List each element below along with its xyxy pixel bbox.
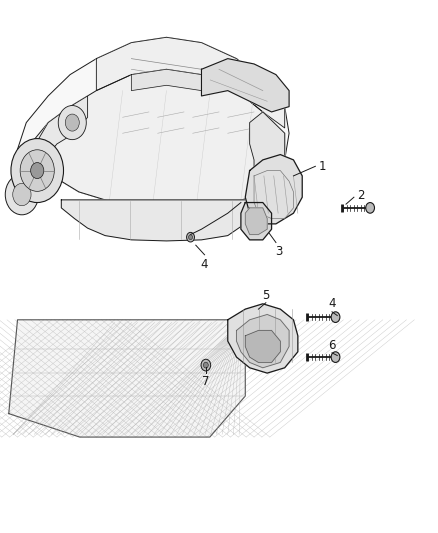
Polygon shape — [245, 155, 302, 224]
Polygon shape — [250, 112, 285, 197]
Circle shape — [203, 362, 208, 368]
Circle shape — [187, 232, 194, 242]
Polygon shape — [13, 96, 88, 203]
Circle shape — [11, 139, 64, 203]
Text: 1: 1 — [319, 160, 326, 173]
Text: 3: 3 — [275, 245, 282, 257]
Circle shape — [331, 312, 340, 322]
Circle shape — [201, 359, 211, 371]
Circle shape — [188, 235, 193, 240]
Circle shape — [5, 174, 39, 215]
Polygon shape — [228, 304, 298, 373]
Polygon shape — [245, 330, 280, 362]
Circle shape — [254, 223, 261, 233]
Circle shape — [13, 183, 31, 206]
Circle shape — [366, 203, 374, 213]
Text: 2: 2 — [357, 189, 364, 202]
Circle shape — [331, 352, 340, 362]
Polygon shape — [245, 208, 267, 235]
Polygon shape — [237, 314, 289, 368]
Text: 4: 4 — [328, 297, 336, 310]
Text: 4: 4 — [200, 258, 208, 271]
Circle shape — [31, 163, 44, 179]
Text: 7: 7 — [202, 375, 210, 388]
Circle shape — [65, 114, 79, 131]
Polygon shape — [96, 37, 285, 128]
Polygon shape — [201, 59, 289, 112]
Circle shape — [58, 106, 86, 140]
Text: 5: 5 — [263, 289, 270, 302]
Polygon shape — [131, 69, 201, 91]
Polygon shape — [241, 203, 272, 240]
Polygon shape — [13, 69, 285, 213]
Circle shape — [255, 226, 259, 231]
Polygon shape — [13, 37, 289, 213]
Polygon shape — [9, 320, 245, 437]
Text: 6: 6 — [328, 339, 336, 352]
Polygon shape — [61, 200, 250, 241]
Circle shape — [20, 150, 54, 191]
